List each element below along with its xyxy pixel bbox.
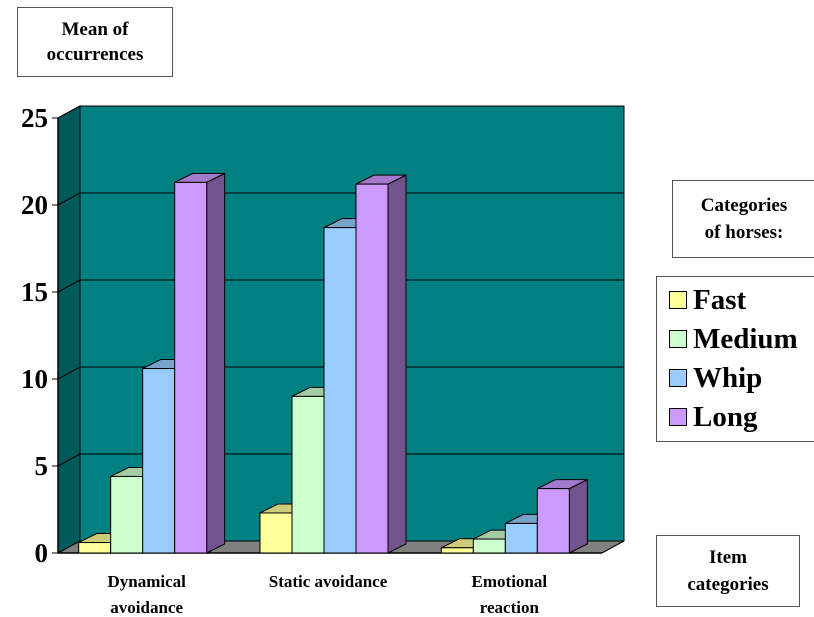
legend-item-long: Long xyxy=(669,400,757,434)
bar-fast xyxy=(440,547,474,554)
x-tick-label: Static avoidance xyxy=(269,572,388,591)
bar-long xyxy=(536,488,570,554)
legend-item-whip: Whip xyxy=(669,361,762,395)
x-tick-label: Dynamical xyxy=(107,572,186,591)
legend-title: Categories of horses: xyxy=(672,180,814,258)
legend-title-line1: Categories xyxy=(700,195,788,216)
bar-medium xyxy=(472,538,506,554)
gridline-side xyxy=(57,366,81,380)
legend-swatch xyxy=(669,408,687,426)
y-tick-label: 15 xyxy=(21,277,48,307)
bar-medium xyxy=(110,475,144,554)
y-tick-label: 25 xyxy=(21,103,48,133)
y-tick-label: 20 xyxy=(21,190,48,220)
legend-title-line2: of horses: xyxy=(704,222,784,243)
y-tick-label: 5 xyxy=(35,451,49,481)
bar-fast xyxy=(78,542,112,554)
bar-whip xyxy=(142,368,176,554)
y-tick-label: 0 xyxy=(35,538,49,568)
legend-label: Whip xyxy=(693,361,763,394)
x-axis-title-line2: categories xyxy=(687,574,769,595)
bar-long-side xyxy=(568,478,588,554)
legend-label: Medium xyxy=(693,322,798,355)
x-axis-title: Item categories xyxy=(656,535,800,607)
gridline-side xyxy=(57,192,81,206)
bar-whip xyxy=(504,522,538,554)
bar-long-side xyxy=(206,172,226,554)
plot-side-wall xyxy=(57,105,81,554)
gridline-side xyxy=(57,279,81,293)
x-axis-title-line1: Item xyxy=(709,547,747,568)
legend-label: Fast xyxy=(693,283,747,316)
bar-long xyxy=(355,183,389,554)
legend-item-fast: Fast xyxy=(669,283,746,317)
legend: Fast Medium Whip Long xyxy=(656,276,814,442)
bar-long xyxy=(174,181,208,554)
bar-long-side xyxy=(387,174,407,554)
legend-swatch xyxy=(669,291,687,309)
bar-whip xyxy=(323,227,357,554)
bar-fast xyxy=(259,512,293,554)
legend-swatch xyxy=(669,330,687,348)
x-tick-label: Emotional xyxy=(472,572,548,591)
bar-medium xyxy=(291,395,325,554)
y-axis-title-line2: occurrences xyxy=(46,44,144,65)
legend-label: Long xyxy=(693,400,758,433)
gridline-side xyxy=(57,453,81,467)
x-tick-label: avoidance xyxy=(110,598,183,617)
legend-item-medium: Medium xyxy=(669,322,798,356)
y-axis-title-line1: Mean of xyxy=(61,19,129,40)
y-axis-title: Mean of occurrences xyxy=(17,7,173,77)
gridline-side xyxy=(57,105,81,119)
y-tick-label: 10 xyxy=(21,364,48,394)
x-tick-label: reaction xyxy=(480,598,540,617)
legend-swatch xyxy=(669,369,687,387)
